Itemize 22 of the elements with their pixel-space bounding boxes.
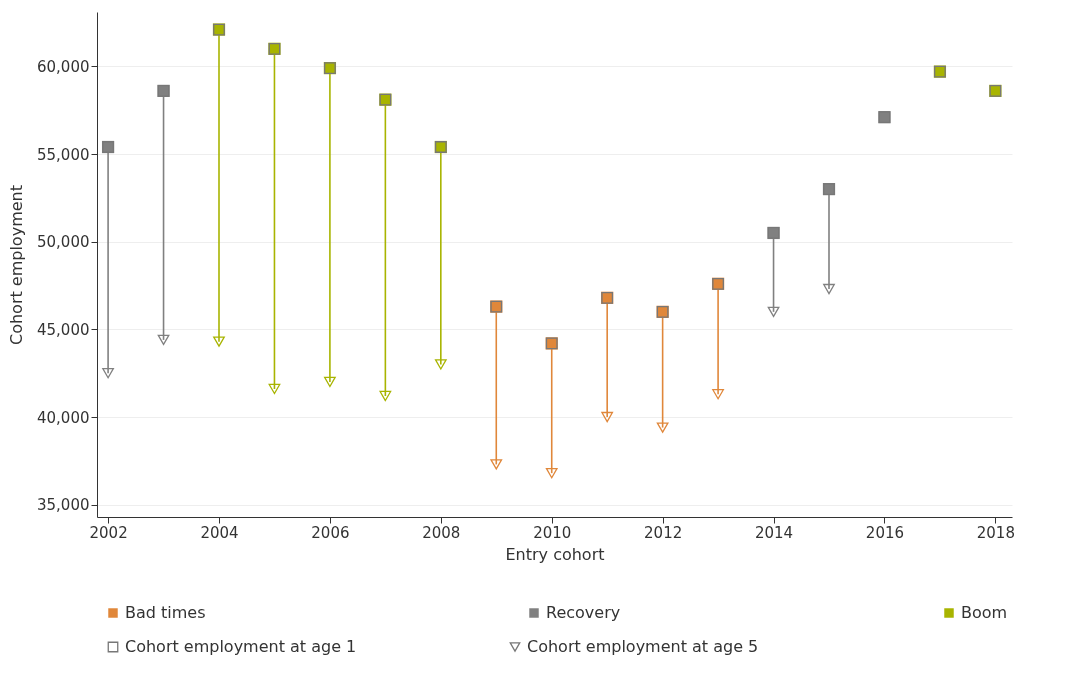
y-tick-label: 55,000 bbox=[37, 145, 90, 164]
x-tick-label: 2006 bbox=[311, 523, 350, 542]
y-tick-label: 60,000 bbox=[37, 57, 90, 76]
legend-label: Bad times bbox=[125, 603, 206, 622]
legend-label: Cohort employment at age 1 bbox=[125, 637, 357, 656]
x-tick-label: 2014 bbox=[754, 523, 794, 542]
x-tick-label: 2010 bbox=[533, 523, 572, 542]
y-tick-label: 40,000 bbox=[37, 408, 90, 427]
x-tick-label: 2012 bbox=[644, 523, 683, 542]
x-tick-label: 2018 bbox=[976, 523, 1015, 542]
y-tick-label: 50,000 bbox=[37, 233, 90, 252]
x-tick-label: 2016 bbox=[865, 523, 905, 542]
legend-label: Recovery bbox=[546, 603, 621, 622]
y-axis-title: Cohort employment bbox=[7, 185, 27, 345]
legend-label: Cohort employment at age 5 bbox=[527, 637, 759, 656]
x-tick-label: 2008 bbox=[422, 523, 461, 542]
x-tick-label: 2004 bbox=[200, 523, 239, 542]
legend-label: Boom bbox=[961, 603, 1008, 622]
y-tick-label: 35,000 bbox=[37, 496, 90, 515]
x-axis-title: Entry cohort bbox=[505, 544, 605, 564]
x-tick-label: 2002 bbox=[89, 523, 128, 542]
y-tick-label: 45,000 bbox=[37, 320, 90, 339]
